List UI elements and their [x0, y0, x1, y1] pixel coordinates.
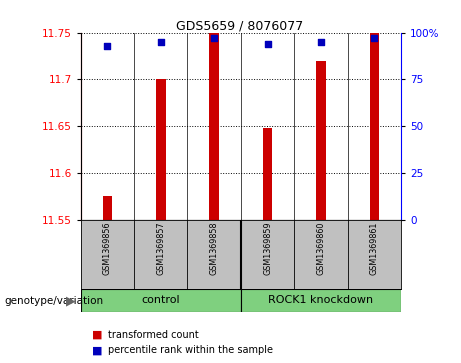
- Point: [317, 39, 325, 45]
- Text: ▶: ▶: [65, 294, 75, 307]
- Text: GSM1369856: GSM1369856: [103, 222, 112, 275]
- Point: [157, 39, 165, 45]
- Point: [104, 43, 111, 49]
- Point: [211, 35, 218, 41]
- Text: GSM1369858: GSM1369858: [210, 222, 219, 275]
- Bar: [316, 61, 326, 220]
- Text: percentile rank within the sample: percentile rank within the sample: [108, 345, 273, 355]
- Bar: [156, 79, 165, 220]
- Text: genotype/variation: genotype/variation: [5, 295, 104, 306]
- Text: GSM1369857: GSM1369857: [156, 222, 165, 275]
- Text: control: control: [142, 295, 180, 305]
- Point: [371, 35, 378, 41]
- Bar: [209, 33, 219, 220]
- FancyBboxPatch shape: [241, 289, 401, 312]
- Bar: [263, 128, 272, 220]
- Text: GSM1369861: GSM1369861: [370, 222, 379, 275]
- Text: GSM1369860: GSM1369860: [316, 222, 325, 275]
- Bar: [102, 196, 112, 220]
- FancyBboxPatch shape: [81, 289, 241, 312]
- Text: ■: ■: [92, 330, 103, 340]
- Bar: [370, 33, 379, 220]
- Text: ■: ■: [92, 345, 103, 355]
- Text: transformed count: transformed count: [108, 330, 199, 340]
- Point: [264, 41, 271, 47]
- Text: GSM1369859: GSM1369859: [263, 222, 272, 275]
- Text: ROCK1 knockdown: ROCK1 knockdown: [268, 295, 373, 305]
- Text: GDS5659 / 8076077: GDS5659 / 8076077: [176, 20, 303, 33]
